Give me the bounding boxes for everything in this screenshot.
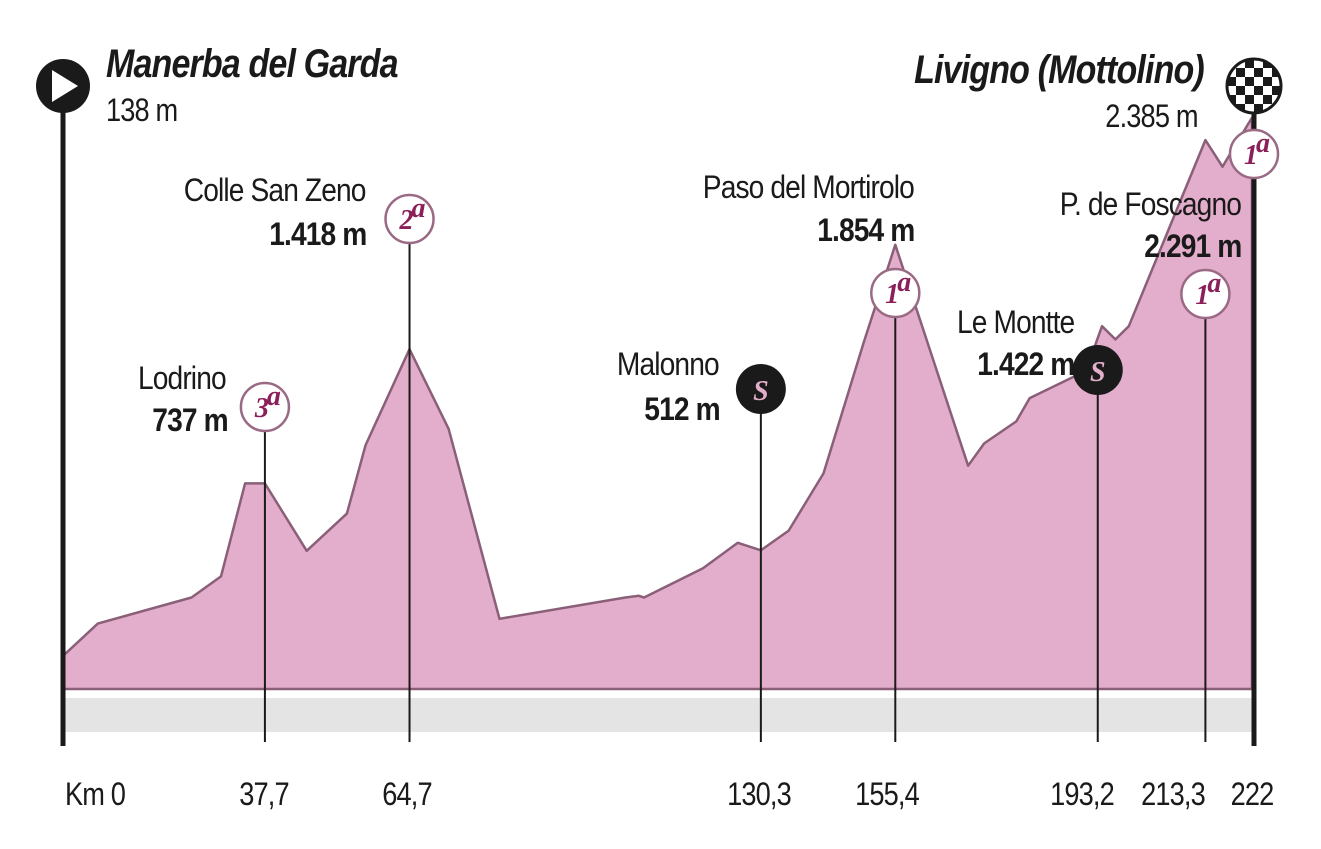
checkered-squares (1227, 59, 1281, 113)
finish-name: Livigno (Mottolino) (914, 48, 1205, 92)
flag-square (1263, 95, 1272, 104)
climb-elevation-colle: 1.418 m (268, 216, 367, 252)
climb-name-colle: Colle San Zeno (184, 172, 367, 208)
climb-badge-circle-colle (384, 193, 435, 245)
flag-square (1245, 77, 1254, 86)
category-badge-mortirolo: 1a (870, 267, 921, 319)
flag-square (1272, 86, 1281, 95)
play-icon (36, 59, 90, 113)
climb-badge-sup-finish: a (1256, 128, 1270, 159)
flag-square (1254, 68, 1263, 77)
start-name: Manerba del Garda (106, 42, 399, 86)
climb-elevation-lodrino: 737 m (152, 402, 229, 438)
sprint-badge-letter-malonno: S (753, 376, 769, 407)
flag-square (1254, 104, 1263, 113)
climb-badge-sup-foscagno: a (1207, 268, 1221, 299)
climb-name-malonno: Malonno (617, 346, 720, 382)
km-label-finish: 222 (1230, 776, 1275, 812)
base-band (63, 698, 1252, 732)
start-elevation: 138 m (106, 92, 178, 128)
flag-square (1245, 59, 1254, 68)
flag-square (1263, 77, 1272, 86)
km-label-mortirolo: 155,4 (855, 776, 920, 812)
climb-badge-number-foscagno: 1 (1195, 280, 1209, 311)
climb-elevation-malonno: 512 m (644, 391, 721, 427)
category-badge-colle: 2a (384, 193, 435, 245)
climb-badge-number-mortirolo: 1 (885, 279, 899, 310)
km-label-montte: 193,2 (1050, 776, 1115, 812)
km-label-foscagno: 213,3 (1141, 776, 1206, 812)
flag-square (1236, 68, 1245, 77)
flag-square (1254, 86, 1263, 95)
climb-badge-circle-finish (1228, 128, 1280, 180)
finish-elevation: 2.385 m (1105, 98, 1199, 134)
category-badge-finish: 1a (1228, 128, 1280, 180)
climb-badge-sup-mortirolo: a (897, 267, 911, 298)
play-icon-triangle (52, 70, 78, 102)
profile-area (61, 116, 1254, 691)
climb-name-lodrino: Lodrino (138, 360, 227, 396)
km-label-lodrino: 37,7 (239, 776, 289, 812)
flag-square (1236, 86, 1245, 95)
flag-ring (1225, 57, 1283, 115)
sprint-badge-circle-montte (1072, 345, 1123, 395)
climb-elevation-foscagno: 2.291 m (1143, 228, 1242, 264)
climb-badge-number-finish: 1 (1244, 140, 1258, 171)
checkered-flag-icon (1225, 57, 1283, 115)
climb-badge-sup-lodrino: a (267, 381, 281, 412)
climb-name-foscagno: P. de Foscagno (1059, 186, 1242, 222)
category-badge-lodrino: 3a (239, 381, 291, 433)
flag-square (1245, 95, 1254, 104)
sprint-badge-circle-malonno (735, 364, 786, 414)
climb-name-montte: Le Montte (956, 304, 1075, 340)
climb-name-mortirolo: Paso del Mortirolo (702, 169, 915, 205)
climb-badge-circle-foscagno (1180, 268, 1231, 320)
climb-badge-circle-lodrino (239, 381, 291, 433)
km-label-colle: 64,7 (382, 776, 432, 812)
category-badge-malonno: S (735, 364, 786, 414)
sprint-badge-letter-montte: S (1090, 357, 1106, 388)
km-label-malonno: 130,3 (727, 776, 792, 812)
climb-badge-number-colle: 2 (399, 205, 414, 236)
category-badge-montte: S (1072, 345, 1123, 395)
flag-square (1227, 77, 1236, 86)
climb-badge-circle-mortirolo (870, 267, 921, 319)
climb-elevation-mortirolo: 1.854 m (816, 212, 915, 248)
climb-badge-sup-colle: a (412, 193, 426, 224)
km-label-start: Km 0 (64, 776, 126, 812)
category-badge-foscagno: 1a (1180, 268, 1231, 320)
climb-elevation-montte: 1.422 m (976, 346, 1075, 382)
climb-badge-number-lodrino: 3 (254, 393, 269, 424)
